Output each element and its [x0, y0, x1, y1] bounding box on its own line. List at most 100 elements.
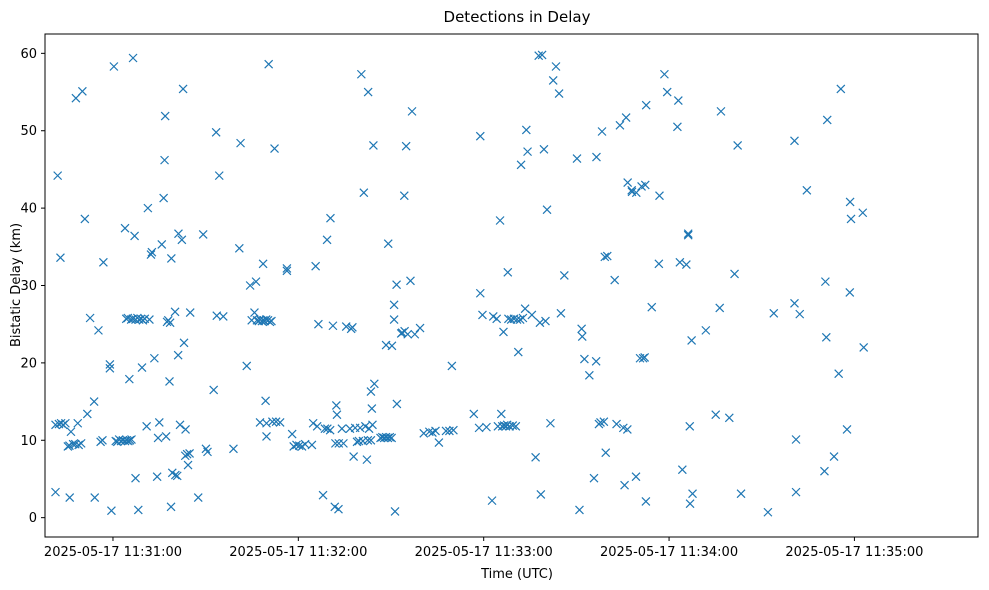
chart-title: Detections in Delay: [444, 8, 591, 26]
data-point-x-marker: [512, 315, 522, 324]
data-markers: [51, 50, 869, 517]
data-point-x-marker: [685, 499, 695, 509]
data-point-x-marker: [355, 423, 365, 433]
data-point-x-marker: [415, 323, 425, 333]
data-point-x-marker: [521, 125, 531, 135]
data-point-x-marker: [763, 507, 773, 517]
data-point-x-marker: [845, 197, 855, 207]
data-point-x-marker: [392, 280, 401, 290]
data-point-x-marker: [600, 252, 610, 262]
data-point-x-marker: [160, 111, 170, 121]
data-point-x-marker: [577, 332, 587, 341]
data-point-x-marker: [399, 191, 409, 201]
data-point-x-marker: [589, 473, 599, 483]
data-point-x-marker: [535, 318, 545, 328]
data-point-x-marker: [142, 421, 152, 431]
data-point-x-marker: [434, 438, 444, 448]
data-point-x-marker: [829, 452, 839, 461]
data-point-x-marker: [539, 144, 549, 154]
data-point-x-marker: [846, 214, 856, 224]
data-point-x-marker: [181, 425, 190, 434]
data-point-x-marker: [548, 76, 558, 85]
data-point-x-marker: [267, 316, 276, 326]
data-point-x-marker: [820, 277, 830, 287]
data-point-x-marker: [146, 250, 156, 259]
data-point-x-marker: [441, 426, 451, 436]
data-point-x-marker: [683, 230, 693, 240]
data-point-x-marker: [137, 363, 147, 372]
data-point-x-marker: [469, 409, 479, 419]
x-tick-label: 2025-05-17 11:33:00: [415, 545, 553, 560]
data-point-x-marker: [261, 396, 271, 406]
data-point-x-marker: [511, 421, 521, 431]
data-point-x-marker: [330, 438, 340, 448]
data-point-x-marker: [821, 332, 831, 342]
data-point-x-marker: [282, 266, 292, 276]
data-point-x-marker: [681, 260, 691, 270]
data-point-x-marker: [313, 319, 323, 329]
data-point-x-marker: [579, 354, 589, 364]
data-point-x-marker: [157, 240, 167, 249]
data-point-x-marker: [128, 53, 138, 63]
data-point-x-marker: [623, 178, 633, 188]
data-point-x-marker: [551, 62, 561, 71]
data-point-x-marker: [385, 432, 395, 442]
data-point-x-marker: [660, 69, 669, 79]
data-point-x-marker: [503, 267, 513, 277]
data-point-x-marker: [362, 455, 372, 465]
data-point-x-marker: [262, 431, 271, 441]
data-point-x-marker: [209, 385, 219, 395]
data-point-x-marker: [170, 470, 180, 480]
data-point-x-marker: [211, 127, 221, 137]
data-point-x-marker: [82, 409, 92, 419]
data-point-x-marker: [307, 440, 317, 450]
data-point-x-marker: [165, 318, 175, 328]
data-point-x-marker: [214, 171, 224, 181]
data-point-x-marker: [318, 490, 328, 500]
data-point-x-marker: [98, 257, 108, 267]
data-point-x-marker: [577, 324, 587, 334]
data-point-x-marker: [152, 472, 162, 482]
data-point-x-marker: [447, 361, 457, 371]
data-point-x-marker: [724, 413, 734, 423]
data-point-x-marker: [275, 418, 285, 427]
data-point-x-marker: [56, 253, 65, 263]
data-point-x-marker: [185, 308, 195, 318]
x-tick-label: 2025-05-17 11:34:00: [600, 545, 738, 560]
data-point-x-marker: [349, 452, 359, 461]
data-point-x-marker: [245, 281, 255, 290]
data-point-x-marker: [688, 489, 697, 499]
data-point-x-marker: [267, 417, 277, 427]
data-point-x-marker: [390, 507, 400, 516]
data-point-x-marker: [282, 264, 292, 273]
data-point-x-marker: [820, 466, 829, 476]
data-point-x-marker: [337, 424, 347, 434]
y-tick-label: 0: [29, 511, 37, 526]
data-point-x-marker: [475, 131, 485, 141]
data-point-x-marker: [178, 84, 188, 94]
data-point-x-marker: [251, 277, 261, 287]
data-point-x-marker: [406, 276, 415, 286]
data-point-x-marker: [312, 421, 322, 431]
data-point-x-marker: [332, 410, 342, 420]
data-point-x-marker: [322, 235, 332, 245]
data-point-x-marker: [172, 471, 182, 481]
data-point-x-marker: [559, 271, 569, 280]
data-point-x-marker: [124, 374, 134, 384]
data-point-x-marker: [193, 493, 203, 502]
data-point-x-marker: [105, 360, 115, 369]
data-point-x-marker: [53, 171, 63, 181]
y-axis-label: Bistatic Delay (km): [9, 223, 24, 347]
data-point-x-marker: [542, 205, 552, 215]
data-point-x-marker: [475, 288, 485, 298]
data-point-x-marker: [859, 342, 869, 352]
data-point-x-marker: [73, 418, 83, 428]
data-point-x-marker: [572, 154, 582, 164]
data-point-x-marker: [120, 223, 130, 233]
data-point-x-marker: [161, 431, 171, 441]
data-point-x-marker: [499, 327, 508, 337]
data-point-x-marker: [655, 191, 664, 201]
data-point-x-marker: [534, 51, 544, 61]
data-point-x-marker: [166, 502, 176, 512]
